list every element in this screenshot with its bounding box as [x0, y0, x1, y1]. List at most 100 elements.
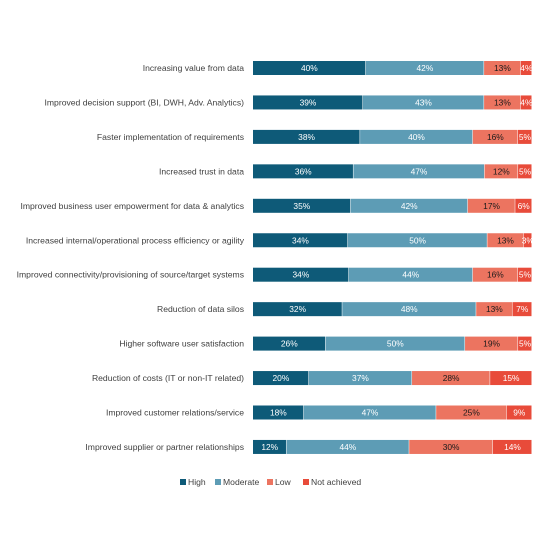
legend-swatch	[303, 479, 309, 485]
category-label: Higher software user satisfaction	[119, 339, 244, 349]
bar-segment-not-achieved	[517, 129, 532, 144]
data-label: 13%	[497, 235, 514, 245]
legend-item-low: Low	[267, 477, 292, 487]
data-label: 50%	[387, 339, 404, 349]
data-label: 4%	[520, 63, 533, 73]
legend-label: Not achieved	[311, 477, 361, 487]
legend-item-high: High	[180, 477, 206, 487]
bar-segment-not-achieved	[492, 439, 532, 454]
legend-item-not-achieved: Not achieved	[303, 477, 361, 487]
bar-segment-moderate	[360, 129, 473, 144]
bar-segment-low	[465, 336, 518, 351]
bar-segment-high	[253, 95, 363, 110]
data-label: 9%	[513, 408, 526, 418]
data-label: 28%	[443, 373, 460, 383]
bar-segment-not-achieved	[520, 95, 532, 110]
bar-segment-not-achieved	[518, 164, 532, 179]
bar-segment-moderate	[347, 233, 487, 248]
data-label: 5%	[519, 132, 532, 142]
data-label: 20%	[273, 373, 290, 383]
data-label: 42%	[417, 63, 434, 73]
bar-segment-high	[253, 439, 286, 454]
bar-segment-low	[484, 95, 521, 110]
data-label: 7%	[516, 304, 529, 314]
bar-segment-moderate	[325, 336, 465, 351]
data-label: 47%	[411, 166, 428, 176]
legend: High Moderate Low Not achieved	[180, 477, 361, 487]
legend-label: High	[188, 477, 206, 487]
category-label: Improved decision support (BI, DWH, Adv.…	[45, 97, 245, 107]
bars-layer: 40% 42% 13% 4% 39% 43% 13% 4% 38% 40% 16% 5% 36% 47% 1…	[253, 61, 534, 454]
bar-segment-low	[472, 129, 518, 144]
data-label: 47%	[362, 408, 379, 418]
bar-segment-high	[253, 198, 351, 213]
data-label: 50%	[409, 235, 426, 245]
data-label: 30%	[443, 442, 460, 452]
bar-segment-moderate	[286, 439, 409, 454]
bar-segment-low	[412, 371, 490, 386]
legend-item-moderate: Moderate	[215, 477, 260, 487]
data-label: 40%	[301, 63, 318, 73]
data-label: 37%	[352, 373, 369, 383]
data-label: 12%	[493, 166, 510, 176]
data-label: 44%	[402, 270, 419, 280]
category-label: Reduction of costs (IT or non-IT related…	[92, 373, 244, 383]
data-label: 43%	[415, 97, 432, 107]
data-label: 5%	[519, 339, 532, 349]
bar-segment-low	[472, 267, 518, 282]
data-label: 12%	[261, 442, 278, 452]
data-label: 17%	[483, 201, 500, 211]
data-label: 34%	[292, 235, 309, 245]
category-label: Increasing value from data	[143, 63, 244, 73]
bar-segment-high	[253, 371, 309, 386]
category-labels: Increasing value from data Improved decis…	[17, 63, 245, 452]
data-label: 32%	[289, 304, 306, 314]
bar-segment-high	[253, 302, 342, 317]
data-label: 16%	[487, 132, 504, 142]
data-label: 5%	[519, 270, 532, 280]
bar-segment-not-achieved	[523, 233, 532, 248]
bar-segment-low	[476, 302, 512, 317]
bar-segment-not-achieved	[506, 405, 532, 420]
bar-segment-not-achieved	[512, 302, 532, 317]
bar-segment-not-achieved	[518, 336, 532, 351]
data-label: 39%	[300, 97, 317, 107]
legend-label: Low	[275, 477, 292, 487]
bar-segment-not-achieved	[515, 198, 532, 213]
bar-segment-not-achieved	[490, 371, 532, 386]
category-label: Improved business user empowerment for d…	[20, 201, 244, 211]
legend-swatch	[180, 479, 186, 485]
category-label: Faster implementation of requirements	[97, 132, 244, 142]
bar-segment-low	[484, 61, 521, 75]
data-label: 38%	[298, 132, 315, 142]
bar-segment-high	[253, 267, 349, 282]
bar-segment-low	[484, 164, 518, 179]
data-label: 18%	[270, 408, 287, 418]
category-label: Increased trust in data	[159, 166, 244, 176]
category-label: Improved customer relations/service	[106, 408, 244, 418]
bar-segment-low	[436, 405, 507, 420]
data-label: 36%	[295, 166, 312, 176]
bar-segment-high	[253, 336, 326, 351]
data-label: 34%	[293, 270, 310, 280]
bar-segment-low	[409, 439, 493, 454]
bar-segment-moderate	[353, 164, 485, 179]
data-label: 35%	[293, 201, 310, 211]
data-label: 26%	[281, 339, 298, 349]
bar-segment-low	[467, 198, 515, 213]
bar-segment-low	[487, 233, 524, 248]
bar-segment-not-achieved	[517, 267, 532, 282]
bar-segment-moderate	[342, 302, 476, 317]
data-label: 5%	[519, 166, 532, 176]
data-label: 4%	[520, 97, 533, 107]
bar-segment-high	[253, 129, 360, 144]
bar-segment-moderate	[350, 198, 468, 213]
bar-segment-moderate	[362, 95, 484, 110]
category-label: Increased internal/operational process e…	[26, 235, 245, 245]
data-label: 15%	[503, 373, 520, 383]
data-label: 13%	[494, 97, 511, 107]
data-label: 44%	[339, 442, 356, 452]
bar-segment-not-achieved	[520, 61, 532, 75]
bar-segment-high	[253, 164, 353, 179]
bar-segment-high	[253, 233, 348, 248]
